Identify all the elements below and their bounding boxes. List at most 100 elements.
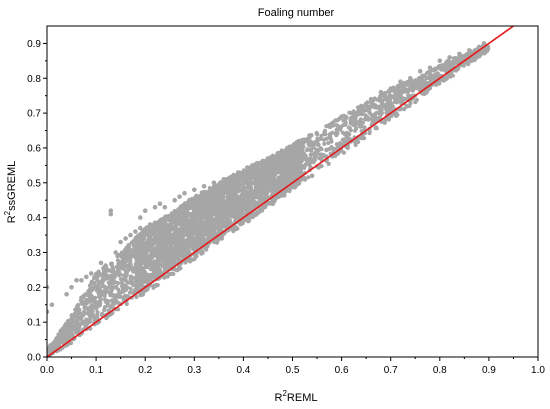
x-axis-label-sup: 2 [282, 389, 287, 398]
cloud-point [150, 252, 155, 257]
data-point [388, 86, 394, 91]
cloud-point [211, 190, 217, 195]
cloud-point [284, 176, 289, 182]
cloud-point [294, 163, 299, 168]
cloud-point [234, 216, 239, 221]
cloud-point [92, 318, 97, 323]
cloud-point [260, 186, 265, 191]
cloud-point [344, 134, 349, 139]
cloud-point [102, 308, 107, 313]
cloud-point [232, 201, 237, 206]
data-point [167, 257, 173, 262]
data-point [88, 271, 94, 276]
cloud-point [118, 277, 124, 282]
cloud-point [171, 253, 176, 258]
cloud-point [247, 203, 252, 208]
cloud-point [145, 258, 150, 263]
cloud-point [186, 202, 191, 207]
x-axis-label-base: R [275, 392, 283, 404]
cloud-point [180, 246, 185, 251]
cloud-point [146, 247, 151, 252]
cloud-point [100, 279, 105, 284]
cloud-point [307, 135, 312, 140]
data-point [290, 145, 295, 151]
cloud-point [353, 142, 358, 147]
x-tick-label: 0.5 [286, 365, 300, 376]
cloud-point [336, 144, 341, 149]
cloud-point [266, 168, 271, 173]
cloud-point [143, 272, 148, 277]
cloud-point [87, 283, 93, 288]
cloud-point [323, 132, 328, 137]
cloud-point [219, 202, 224, 207]
cloud-point [189, 236, 195, 241]
cloud-point [160, 254, 165, 259]
cloud-point [197, 223, 203, 228]
cloud-point [106, 268, 112, 273]
cloud-point [216, 184, 221, 189]
cloud-point [126, 242, 131, 248]
data-point [108, 208, 114, 213]
cloud-point [376, 106, 381, 111]
cloud-point [355, 109, 360, 114]
cloud-point [194, 216, 199, 222]
cloud-point [269, 167, 274, 172]
cloud-point [348, 128, 353, 133]
cloud-point [288, 165, 293, 170]
data-point [138, 215, 143, 220]
cloud-point [71, 313, 76, 318]
cloud-point [125, 285, 130, 290]
cloud-point [108, 283, 113, 288]
y-axis-label-base: R [6, 215, 18, 223]
cloud-point [394, 112, 399, 117]
data-point [457, 51, 462, 57]
cloud-point [187, 218, 192, 223]
cloud-point [202, 209, 207, 214]
y-axis: 0.00.10.20.30.40.50.60.70.80.9 [27, 39, 47, 364]
cloud-point [98, 297, 103, 302]
cloud-point [198, 220, 203, 225]
cloud-point [155, 254, 160, 259]
cloud-point [154, 261, 159, 267]
cloud-point [78, 317, 83, 322]
cloud-point [390, 104, 395, 109]
cloud-point [150, 232, 155, 237]
cloud-point [414, 97, 419, 103]
x-axis: 0.0 0.1 0.2 0.3 0.4 0.5 0.6 0.7 0.8 0.9 1.0 [40, 357, 545, 376]
cloud-point [195, 210, 200, 215]
cloud-point [263, 203, 268, 208]
cloud-point [176, 236, 181, 241]
cloud-point [244, 179, 249, 184]
data-point [79, 278, 84, 283]
cloud-point [119, 280, 125, 285]
cloud-point [268, 181, 273, 186]
data-point [314, 131, 320, 137]
y-tick-label: 0.2 [27, 283, 41, 294]
data-point [84, 274, 89, 280]
cloud-point [131, 282, 136, 288]
cloud-point [449, 60, 454, 65]
cloud-point [252, 195, 257, 200]
cloud-point [294, 140, 299, 145]
cloud-point [194, 233, 199, 238]
data-point [79, 295, 84, 301]
cloud-point [104, 316, 109, 321]
cloud-point [352, 139, 357, 144]
cloud-point [426, 75, 431, 80]
cloud-point [148, 272, 154, 277]
cloud-point [208, 223, 213, 228]
data-point [49, 302, 55, 308]
cloud-point [337, 124, 342, 129]
cloud-point [353, 128, 358, 133]
cloud-point [180, 250, 186, 255]
cloud-point [159, 233, 164, 238]
x-tick-label: 0.7 [384, 365, 398, 376]
cloud-point [185, 222, 190, 227]
cloud-point [365, 104, 370, 109]
cloud-point [299, 150, 304, 155]
cloud-point [74, 330, 79, 335]
cloud-point [87, 314, 93, 319]
cloud-point [244, 194, 249, 199]
data-point [437, 58, 443, 64]
cloud-point [231, 194, 236, 199]
